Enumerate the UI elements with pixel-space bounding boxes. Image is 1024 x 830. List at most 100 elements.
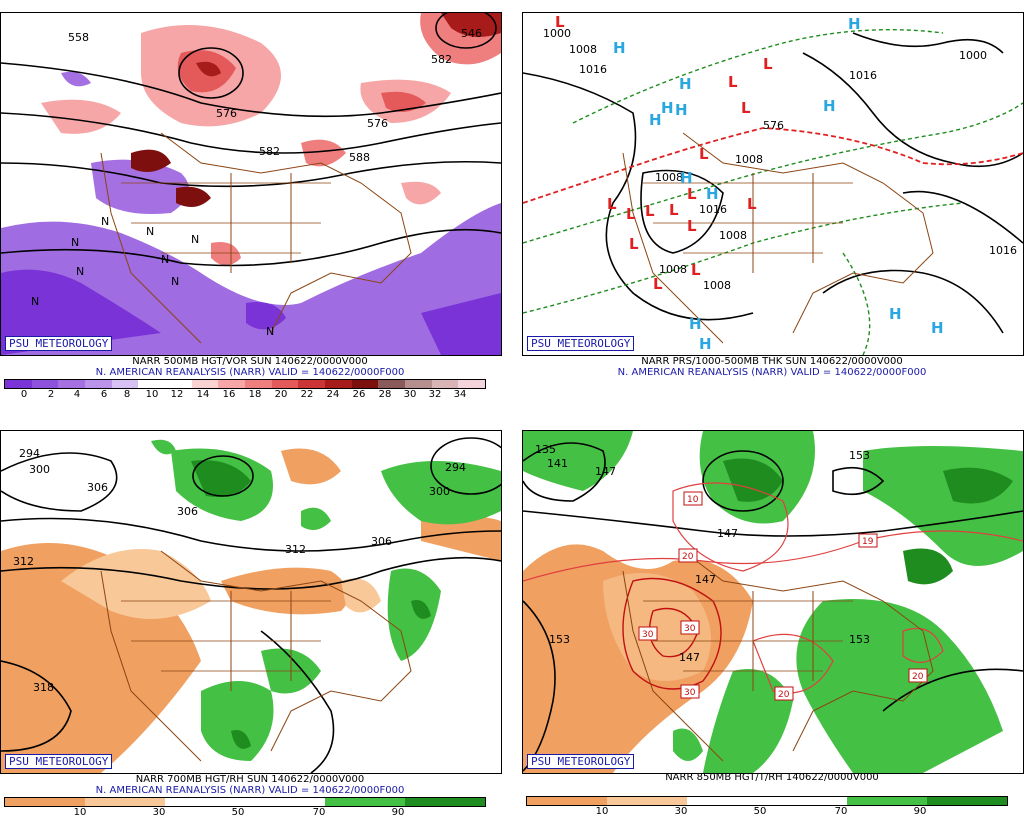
contour-label: 153 [849, 449, 870, 462]
low-pressure-icon: L [699, 145, 709, 163]
tick-label: 34 [453, 389, 467, 400]
colorbar-ticks: 10 30 50 70 90 [4, 807, 484, 819]
high-pressure-icon: H [689, 315, 702, 333]
n-mark: N [161, 253, 169, 266]
thickness-label: 576 [763, 119, 784, 132]
tick-label: 50 [753, 806, 767, 817]
vorticity-map-graphic: 558 576 582 576 546 582 588 N N N N N N … [1, 13, 501, 355]
psu-meteorology-badge: PSU METEOROLOGY [527, 336, 635, 351]
low-pressure-icon: L [669, 201, 679, 219]
contour-label: 546 [461, 27, 482, 40]
tick-label: 26 [352, 389, 366, 400]
isobar-label: 1008 [655, 171, 683, 184]
tick-label: 70 [834, 806, 848, 817]
high-pressure-icon: H [661, 99, 674, 117]
contour-label: 147 [717, 527, 738, 540]
high-pressure-icon: H [823, 97, 836, 115]
contour-label: 306 [371, 535, 392, 548]
tick-label: 10 [73, 807, 87, 818]
low-pressure-icon: L [763, 55, 773, 73]
rh700-map-graphic: 294 300 306 306 312 312 306 300 294 318 [1, 437, 501, 773]
high-pressure-icon: H [931, 319, 944, 337]
temp-label: 20 [912, 672, 924, 682]
n-mark: N [171, 275, 179, 288]
isobar-label: 1016 [699, 203, 727, 216]
temp-label: 20 [778, 690, 790, 700]
n-mark: N [146, 225, 154, 238]
high-pressure-icon: H [848, 15, 861, 33]
tick-label: 4 [73, 389, 81, 400]
tick-label: 24 [326, 389, 340, 400]
panel-valid-caption: N. AMERICAN REANALYSIS (NARR) VALID = 14… [617, 367, 927, 378]
high-pressure-icon: H [649, 111, 662, 129]
isobar-label: 1008 [703, 279, 731, 292]
panel-caption: NARR PRS/1000-500MB THK SUN 140622/0000V… [641, 356, 903, 367]
tick-label: 2 [47, 389, 55, 400]
contour-label: 294 [445, 461, 466, 474]
contour-label: 153 [849, 633, 870, 646]
low-pressure-icon: L [687, 217, 697, 235]
n-mark: N [76, 265, 84, 278]
n-mark: N [101, 215, 109, 228]
high-pressure-icon: H [889, 305, 902, 323]
high-pressure-icon: H [680, 169, 693, 187]
low-pressure-icon: L [687, 185, 697, 203]
colorbar-ticks: 0 2 4 6 8 10 12 14 16 18 20 22 24 26 28 … [4, 389, 484, 401]
low-pressure-icon: L [691, 261, 701, 279]
high-pressure-icon: H [613, 39, 626, 57]
temp-label: 10 [687, 495, 699, 505]
panel-700mb-rh: 294 300 306 306 312 312 306 300 294 318 … [0, 430, 502, 830]
tick-label: 14 [196, 389, 210, 400]
tick-label: 10 [595, 806, 609, 817]
n-mark: N [71, 236, 79, 249]
contour-label: 300 [429, 485, 450, 498]
isobar-label: 1016 [849, 69, 877, 82]
pressure-map-graphic: 1000 1008 1016 1016 1016 1000 1008 1008 … [523, 13, 1023, 355]
temp-label: 20 [682, 552, 694, 562]
contour-label: 153 [549, 633, 570, 646]
low-pressure-icon: L [555, 13, 565, 31]
tick-label: 8 [123, 389, 131, 400]
contour-label: 306 [177, 505, 198, 518]
psu-meteorology-badge: PSU METEOROLOGY [527, 754, 635, 769]
contour-label: 141 [547, 457, 568, 470]
map-500mb: 558 576 582 576 546 582 588 N N N N N N … [0, 12, 502, 356]
tick-label: 12 [170, 389, 184, 400]
high-pressure-icon: H [706, 185, 719, 203]
high-pressure-icon: H [679, 75, 692, 93]
tick-label: 30 [674, 806, 688, 817]
contour-label: 576 [216, 107, 237, 120]
isobar-label: 1008 [659, 263, 687, 276]
colorbar-ticks: 10 30 50 70 90 [526, 806, 1006, 818]
tick-label: 10 [145, 389, 159, 400]
temp-label: 30 [684, 624, 696, 634]
temp-label: 30 [642, 630, 654, 640]
isobar-label: 1000 [959, 49, 987, 62]
isobar-label: 1016 [579, 63, 607, 76]
contour-label: 582 [259, 145, 280, 158]
high-pressure-icon: H [699, 335, 712, 353]
panel-850mb-temp-rh: 135 141 147 147 147 153 153 147 153 10 1… [522, 430, 1024, 830]
isobar-label: 1000 [543, 27, 571, 40]
contour-label: 312 [13, 555, 34, 568]
tick-label: 20 [274, 389, 288, 400]
low-pressure-icon: L [645, 202, 655, 220]
tick-label: 18 [248, 389, 262, 400]
colorbar-rh [4, 797, 486, 807]
contour-label: 576 [367, 117, 388, 130]
tick-label: 50 [231, 807, 245, 818]
contour-label: 147 [695, 573, 716, 586]
low-pressure-icon: L [728, 73, 738, 91]
panel-valid-caption: N. AMERICAN REANALYSIS (NARR) VALID = 14… [95, 367, 405, 378]
temp-label: 30 [684, 688, 696, 698]
tick-label: 32 [428, 389, 442, 400]
contour-label: 318 [33, 681, 54, 694]
tick-label: 0 [20, 389, 28, 400]
tick-label: 22 [300, 389, 314, 400]
rh850-map-graphic: 135 141 147 147 147 153 153 147 153 10 1… [523, 431, 1023, 773]
isobar-label: 1008 [569, 43, 597, 56]
low-pressure-icon: L [653, 275, 663, 293]
low-pressure-icon: L [626, 205, 636, 223]
tick-label: 30 [403, 389, 417, 400]
panel-pressure-thickness: 1000 1008 1016 1016 1016 1000 1008 1008 … [522, 12, 1024, 412]
